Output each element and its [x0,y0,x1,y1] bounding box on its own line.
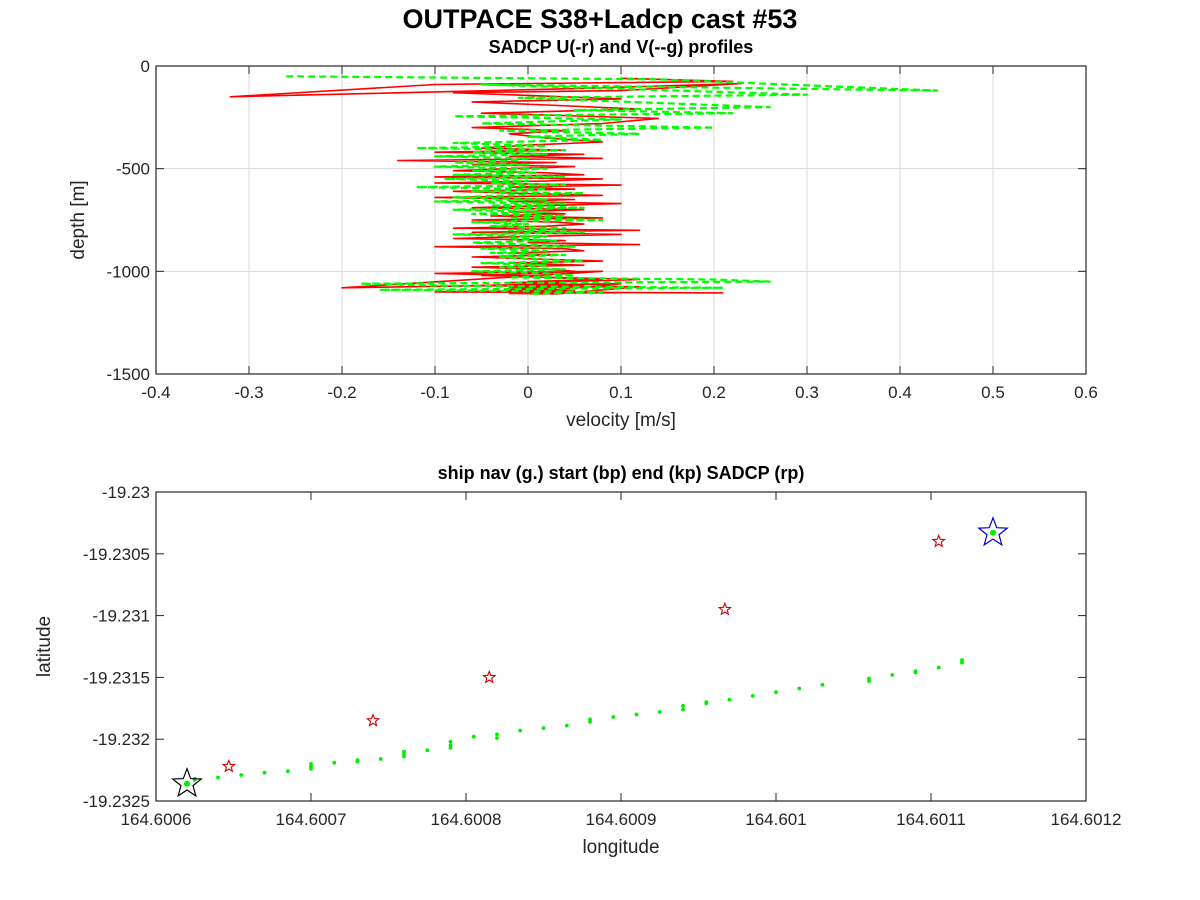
y-tick-label: -19.232 [92,730,150,749]
nav-point [216,775,220,780]
nav-y-axis-label: latitude [34,616,55,677]
nav-point [239,773,244,777]
nav-point [936,665,941,670]
x-tick-label: 0.5 [981,383,1005,402]
y-tick-label: -19.231 [92,607,150,626]
nav-point [309,762,313,766]
start-marker [977,516,1009,547]
y-tick-label: -19.2305 [83,545,150,564]
nav-points [192,658,964,782]
x-tick-label: -0.2 [327,383,356,402]
x-tick-label: -0.1 [420,383,449,402]
y-tick-label: -1500 [107,365,150,384]
profile-y-axis-label: depth [m] [68,180,89,259]
profile-title: SADCP U(-r) and V(--g) profiles [489,37,754,57]
nav-point [704,701,709,706]
nav-point [750,694,755,698]
profile-series [229,75,939,295]
nav-point [332,760,337,765]
nav-point [727,697,732,702]
x-tick-label: -0.4 [141,383,170,402]
profile-panel: -0.4 -0.3 -0.2 -0.1 0 0.1 0.2 0.3 0.4 0.5 0.6 0 -500… [68,37,1098,431]
nav-point [448,743,453,748]
figure-title: OUTPACE S38+Ladcp cast #53 [402,4,798,34]
sadcp-points [221,533,946,773]
nav-point [402,749,406,754]
nav-title: ship nav (g.) start (bp) end (kp) SADCP … [438,463,805,483]
nav-point [634,712,639,717]
profile-x-axis-label: velocity [m/s] [566,410,676,431]
nav-point [495,736,499,740]
nav-panel: 164.6006 164.6007 164.6008 164.6009 164.601 1… [34,463,1121,858]
nav-point [657,710,662,714]
nav-ticks: 164.6006 164.6007 164.6008 164.6009 164.601 1… [83,483,1122,829]
y-tick-label: -19.2315 [83,668,150,687]
nav-point [285,769,290,774]
nav-point [820,682,825,687]
y-tick-label: -19.2325 [83,792,150,811]
x-tick-label: 0.1 [609,383,633,402]
nav-point [471,734,476,739]
x-tick-label: 164.6011 [896,810,966,829]
nav-point [681,707,685,712]
sadcp-point [931,533,946,548]
nav-point [681,703,685,708]
sadcp-point [365,713,381,727]
nav-point [588,717,592,722]
x-tick-label: 0.6 [1074,383,1098,402]
x-tick-label: 0 [523,383,532,402]
nav-point [797,686,802,691]
nav-point [262,770,267,775]
nav-point [913,670,918,675]
nav-point [890,673,895,677]
x-tick-label: 0.3 [795,383,819,402]
nav-point [448,739,453,744]
x-tick-label: 164.6008 [431,810,502,829]
sadcp-point [221,758,236,773]
x-tick-label: 164.6012 [1051,810,1122,829]
start-nav-dot [990,529,996,536]
x-tick-label: 164.601 [745,810,806,829]
sadcp-point [717,601,732,616]
x-tick-label: 164.6007 [276,810,347,829]
v-profile-line [286,75,939,295]
start-end-markers [171,516,1009,798]
nav-point [611,715,616,719]
profile-grid [156,66,1086,374]
nav-point [495,732,499,737]
nav-point [867,676,871,681]
nav-point [960,658,964,662]
nav-point [378,757,383,761]
end-marker [171,766,203,798]
x-tick-label: 0.2 [702,383,726,402]
y-tick-label: -19.23 [102,483,150,502]
x-tick-label: -0.3 [234,383,263,402]
x-tick-label: 164.6006 [121,810,192,829]
nav-point [355,758,360,763]
nav-point [425,748,430,753]
y-tick-label: -1000 [107,262,150,281]
nav-x-axis-label: longitude [582,837,659,858]
nav-point [541,726,546,730]
x-tick-label: 164.6009 [586,810,657,829]
nav-point [564,723,569,728]
nav-point [774,690,778,695]
y-tick-label: 0 [141,57,150,76]
y-tick-label: -500 [116,160,150,179]
sadcp-point [482,669,497,684]
profile-ticks: -0.4 -0.3 -0.2 -0.1 0 0.1 0.2 0.3 0.4 0.5 0.6 0 -500… [107,57,1098,402]
x-tick-label: 0.4 [888,383,912,402]
nav-axes-frame [155,491,1087,802]
nav-point [518,728,523,733]
end-nav-dot [184,780,190,787]
